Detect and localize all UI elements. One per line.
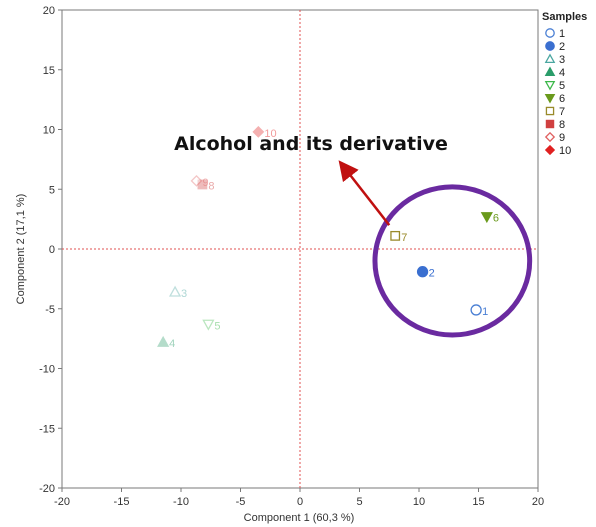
point-label-3: 3 — [181, 288, 187, 300]
data-point-9 — [190, 174, 203, 187]
legend-item-8: 8 — [559, 119, 565, 131]
x-tick-label: -5 — [236, 496, 246, 508]
data-point-10 — [252, 125, 265, 138]
data-point-3 — [168, 285, 182, 297]
x-tick-label: 0 — [297, 496, 303, 508]
data-point-4 — [157, 335, 170, 347]
legend-marker-7 — [545, 106, 555, 116]
data-point-2 — [416, 266, 429, 278]
reference-lines — [62, 10, 538, 488]
legend-marker-4 — [544, 66, 556, 77]
point-label-2: 2 — [429, 268, 435, 280]
x-tick-label: 20 — [532, 496, 544, 508]
legend-marker-2 — [545, 41, 555, 51]
legend-marker-9 — [544, 131, 556, 143]
y-tick-label: -20 — [39, 483, 55, 495]
point-label-7: 7 — [401, 232, 407, 244]
y-tick-label: 15 — [43, 65, 55, 77]
point-label-1: 1 — [482, 306, 488, 318]
annotation-arrow — [338, 160, 391, 226]
point-label-5: 5 — [214, 320, 220, 332]
y-axis-label: Component 2 (17,1 %) — [15, 194, 27, 305]
legend-item-6: 6 — [559, 93, 565, 105]
legend-item-9: 9 — [559, 132, 565, 144]
legend-item-1: 1 — [559, 28, 565, 40]
legend-item-4: 4 — [559, 67, 565, 79]
y-tick-label: 5 — [49, 184, 55, 196]
point-label-9: 9 — [202, 177, 208, 189]
x-tick-label: -10 — [173, 496, 189, 508]
highlight-ellipse — [372, 184, 533, 338]
legend-marker-6 — [544, 93, 556, 104]
y-tick-label: 20 — [43, 5, 55, 17]
legend-item-2: 2 — [559, 41, 565, 53]
x-tick-label: 5 — [356, 496, 362, 508]
data-point-1 — [470, 304, 482, 316]
legend-title: Samples — [542, 11, 587, 23]
x-axis-ticks: -20 -15 -10 -5 0 5 10 15 20 — [54, 488, 544, 508]
data-point-6 — [480, 212, 493, 224]
point-label-10: 10 — [264, 128, 276, 140]
data-points: 1 2 3 4 5 6 7 89 10 — [157, 125, 499, 350]
point-label-8: 8 — [208, 180, 214, 192]
legend-marker-5 — [544, 80, 556, 91]
legend-marker-3 — [544, 53, 556, 64]
x-tick-label: 15 — [472, 496, 484, 508]
x-tick-label: -15 — [114, 496, 130, 508]
x-axis-label: Component 1 (60,3 %) — [244, 512, 355, 524]
legend-marker-8 — [545, 119, 555, 129]
x-tick-label: -20 — [54, 496, 70, 508]
y-tick-label: 10 — [43, 125, 55, 137]
point-label-4: 4 — [169, 338, 175, 350]
y-tick-label: -15 — [39, 423, 55, 435]
data-point-8 — [197, 179, 208, 190]
y-tick-label: -5 — [45, 304, 55, 316]
y-tick-label: -10 — [39, 364, 55, 376]
legend-item-10: 10 — [559, 145, 571, 157]
legend-marker-10 — [544, 144, 556, 156]
legend-item-3: 3 — [559, 54, 565, 66]
annotation-text: Alcohol and its derivative — [174, 133, 448, 155]
x-tick-label: 10 — [413, 496, 425, 508]
legend-marker-1 — [545, 28, 555, 38]
legend-item-5: 5 — [559, 80, 565, 92]
data-point-7 — [390, 230, 401, 241]
data-point-5 — [202, 319, 215, 331]
legend-item-7: 7 — [559, 106, 565, 118]
y-axis-ticks: -20 -15 -10 -5 0 5 10 15 20 — [39, 5, 62, 495]
y-tick-label: 0 — [49, 244, 55, 256]
annotations: Alcohol and its derivative — [174, 133, 533, 338]
point-label-6: 6 — [493, 213, 499, 225]
